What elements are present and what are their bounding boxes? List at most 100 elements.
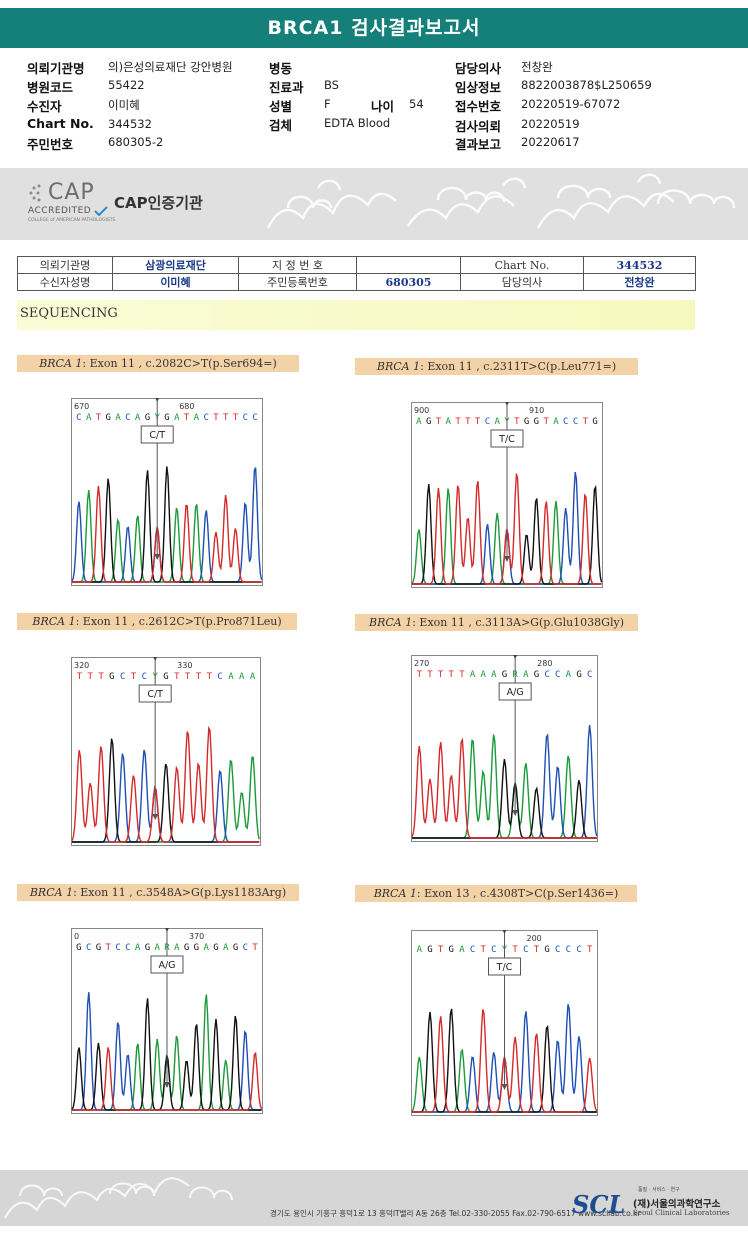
gene-name: BRCA 1: [39, 357, 83, 370]
table-cell: 344532: [583, 256, 696, 274]
info-value: 의)은성의료재단 강안병원: [108, 60, 233, 74]
base-call-letter: T: [252, 943, 258, 953]
base-call-letter: C: [120, 672, 125, 682]
base-call-letter: C: [555, 945, 560, 955]
base-call-letter: T: [480, 945, 486, 955]
position-number: 280: [537, 659, 552, 668]
info-value: 20220617: [521, 135, 580, 149]
cap-logo-accredited: ACCREDITED: [28, 206, 92, 216]
table-cell: 담당의사: [460, 273, 584, 291]
base-call-letter: A: [239, 672, 245, 682]
cap-globe-icon: [29, 184, 41, 202]
table-row: 의뢰기관명 삼광의료재단 지 정 번 호 Chart No. 344532: [17, 256, 696, 274]
base-call-letter: C: [566, 945, 571, 955]
base-call-letter: C: [555, 670, 560, 680]
base-call-letter: G: [449, 945, 454, 955]
base-call-letter: T: [88, 672, 94, 682]
base-call-letter: A: [417, 945, 423, 955]
info-label: Chart No.: [27, 116, 94, 131]
info-label: 병원코드: [27, 80, 74, 95]
base-call-letter: T: [417, 670, 423, 680]
genotype-box: [150, 955, 184, 974]
trace-t: [72, 485, 262, 583]
base-call-letter: G: [96, 943, 101, 953]
base-call-letter: A: [154, 943, 160, 953]
info-label: 검사의뢰: [455, 119, 502, 134]
base-call-letter: C: [573, 417, 578, 427]
base-call-letter: G: [576, 670, 581, 680]
gene-name: BRCA 1: [29, 886, 74, 899]
base-call-letter: C: [86, 943, 91, 953]
info-label: 의뢰기관명: [27, 61, 85, 76]
info-label: 임상정보: [455, 80, 502, 95]
table-cell: 주민등록번호: [238, 273, 357, 291]
info-value: 55422: [108, 78, 145, 92]
chromatogram: 0370GCGTCCAGARAGGAGAGCTA/G: [71, 928, 263, 1114]
scl-logo: SCL: [572, 1190, 626, 1219]
position-number: 200: [527, 934, 542, 943]
table-cell: 삼광의료재단: [112, 256, 239, 274]
table-row: 수신자성명 이미혜 주민등록번호 680305 담당의사 전창완: [17, 273, 696, 291]
info-value: 8822003878$L250659: [521, 78, 652, 92]
base-call-letter: C: [563, 417, 568, 427]
base-call-letter: T: [233, 413, 239, 423]
base-call-letter: A: [223, 943, 229, 953]
base-call-letter: A: [470, 670, 476, 680]
info-value: BS: [324, 78, 339, 92]
chromatogram: 320330TTTGCTCYGTTTTCAAAC/T: [71, 657, 261, 846]
info-label: 담당의사: [455, 61, 502, 76]
chromatogram-plot: 270280TTTTTAAAGRAGCCAGCA/G: [411, 655, 598, 842]
variant-desc: : Exon 11 , c.2082C>T(p.Ser694=): [82, 357, 277, 370]
info-value: EDTA Blood: [324, 116, 391, 130]
footer: 경기도 용인시 기흥구 흥덕1로 13 흥덕IT밸리 A동 26층 Tel.02…: [0, 1170, 748, 1226]
variant-desc: : Exon 11 , c.2612C>T(p.Pro871Leu): [75, 615, 282, 628]
variant-label: BRCA 1: Exon 11 , c.2311T>C(p.Leu771=): [355, 358, 638, 375]
cap-logo-word: CAP: [48, 180, 95, 205]
base-call-letter: T: [98, 672, 104, 682]
base-call-letter: C: [203, 413, 208, 423]
info-value: F: [324, 97, 331, 111]
base-call-letter: T: [213, 413, 219, 423]
info-label: 접수번호: [455, 99, 502, 114]
base-call-letter: C: [523, 945, 528, 955]
variant-label: BRCA 1: Exon 11 , c.3113A>G(p.Glu1038Gly…: [355, 614, 638, 631]
chromatogram-plot: 320330TTTGCTCYGTTTTCAAAC/T: [71, 657, 261, 846]
base-call-letter: G: [76, 943, 81, 953]
base-call-letter: C: [485, 417, 490, 427]
cloud-pattern: [266, 173, 736, 229]
base-call-letter: T: [455, 417, 461, 427]
base-call-letter: T: [223, 413, 229, 423]
cap-band: CAP ACCREDITED COLLEGE of AMERICAN PATHO…: [0, 168, 748, 240]
base-call-letter: A: [135, 943, 141, 953]
trace-t: [72, 1047, 263, 1111]
info-label: 진료과: [269, 80, 304, 95]
chromatogram: 900910AGTATTTCAYTGGTACCTGT/C: [411, 402, 603, 588]
base-call-letter: C: [125, 943, 130, 953]
position-number: 370: [189, 932, 204, 941]
cloud-pattern: [4, 1177, 233, 1219]
table-cell: 의뢰기관명: [17, 256, 113, 274]
report-info: 의뢰기관명 의)은성의료재단 강안병원 병원코드 55422 수진자 이미혜 C…: [0, 54, 748, 154]
base-call-letter: G: [534, 417, 539, 427]
section-title: SEQUENCING: [17, 300, 695, 330]
base-call-letter: G: [534, 670, 539, 680]
variant-label: BRCA 1: Exon 11 , c.2082C>T(p.Ser694=): [17, 355, 299, 372]
base-call-letter: T: [438, 670, 444, 680]
position-number: 910: [529, 406, 544, 415]
base-call-letter: T: [543, 417, 549, 427]
base-call-letter: T: [131, 672, 137, 682]
info-value: 20220519-67072: [521, 97, 621, 111]
base-call-letter: A: [480, 670, 486, 680]
checkmark-icon: [94, 206, 108, 216]
base-call-letter: C: [115, 943, 120, 953]
base-call-letter: T: [436, 417, 442, 427]
info-value: 이미혜: [108, 98, 140, 112]
info-label: 수진자: [27, 99, 62, 114]
variant-desc: : Exon 13 , c.4308T>C(p.Ser1436=): [416, 887, 619, 900]
table-cell: Chart No.: [460, 256, 584, 274]
position-number: 270: [414, 659, 429, 668]
variant-label: BRCA 1: Exon 11 , c.3548A>G(p.Lys1183Arg…: [17, 884, 299, 901]
table-cell: 수신자성명: [17, 273, 113, 291]
base-call-letter: T: [77, 672, 83, 682]
base-call-letter: G: [109, 672, 114, 682]
